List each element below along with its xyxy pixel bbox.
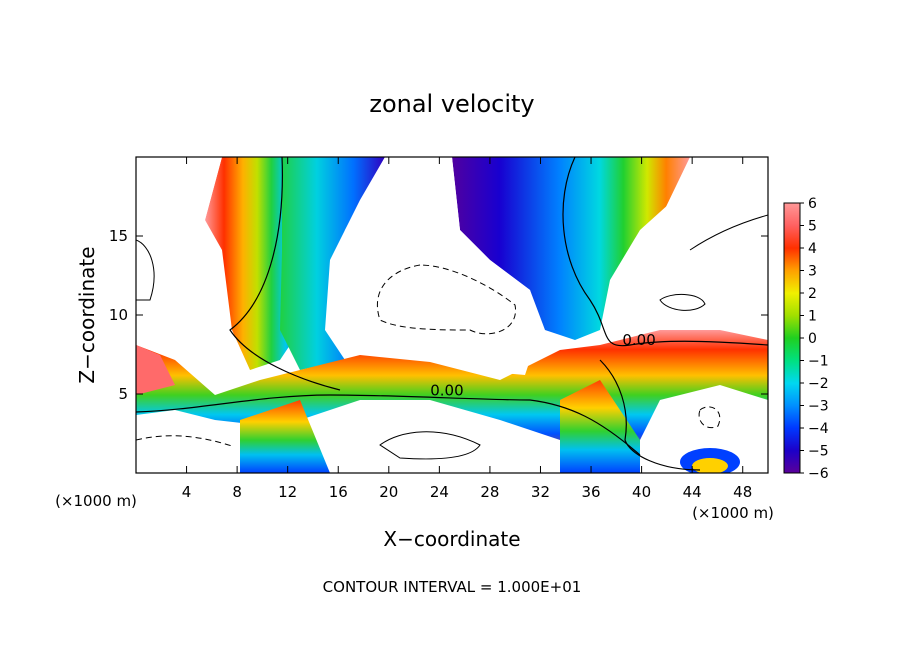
x-tick-label: 48 [733,483,752,501]
colorbar-tick-label: 2 [808,286,817,302]
x-unit-right: (×1000 m) [692,504,774,522]
contour-interval-note: CONTOUR INTERVAL = 1.000E+01 [323,578,582,596]
colorbar-tick-label: −3 [808,399,829,415]
heatmap-field [136,157,768,473]
x-tick-label: 4 [182,483,192,501]
colorbar-tick-label: −6 [808,466,829,482]
contour-labels: 0.00 0.00 [430,331,656,400]
x-tick-label: 16 [329,483,348,501]
x-tick-label: 8 [232,483,242,501]
colorbar [783,202,801,474]
colorbar-tick-label: −2 [808,376,829,392]
colorbar-tick-label: 1 [808,309,817,325]
colorbar-tick-label: −1 [808,354,829,370]
colorbar-tick-label: −5 [808,444,829,460]
x-tick-label: 36 [581,483,600,501]
x-tick-label: 20 [379,483,398,501]
colorbar-tick-label: −4 [808,421,829,437]
y-tick-label: 10 [109,306,128,324]
x-tick-label: 24 [430,483,449,501]
y-tick-label: 15 [109,227,128,245]
colorbar-tick-label: 6 [808,196,817,212]
x-tick-label: 44 [683,483,702,501]
x-tick-label: 32 [531,483,550,501]
colorbar-tick-label: 0 [808,331,817,347]
x-tick-label: 12 [278,483,297,501]
x-axis-label: X−coordinate [383,527,520,551]
colorbar-tick-label: 3 [808,264,817,280]
y-tick-label: 5 [118,385,128,403]
x-tick-label: 28 [480,483,499,501]
colorbar-ticks: 6 5 4 3 2 1 0 −1 −2 −3 −4 −5 −6 [800,196,829,482]
y-ticks: 5 10 15 [109,227,768,403]
colorbar-tick-label: 5 [808,219,817,235]
colorbar-tick-label: 4 [808,241,817,257]
contour-label: 0.00 [430,382,463,400]
contour-label: 0.00 [622,331,655,349]
y-axis-label: Z−coordinate [75,246,99,383]
x-ticks: 4 8 12 16 20 24 28 32 36 40 44 48 [182,157,752,501]
chart-title: zonal velocity [369,90,534,118]
x-tick-label: 40 [632,483,651,501]
x-unit-left: (×1000 m) [55,492,137,510]
